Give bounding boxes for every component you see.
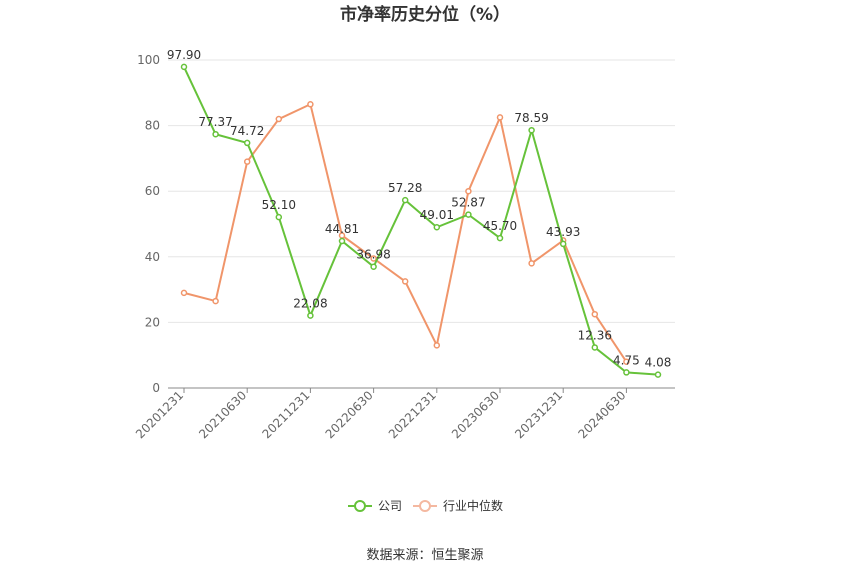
x-tick-label: 20210630 [196,388,249,441]
series-line-company [183,66,659,376]
legend-marker-company [354,500,366,512]
point-industry-median [496,114,504,121]
legend-label-industry-median: 行业中位数 [443,498,503,513]
data-label: 45.70 [483,219,517,233]
legend-item-industry-median[interactable]: 行业中位数 [413,498,503,513]
data-label: 36.98 [356,248,390,262]
point-company [654,371,662,378]
point-industry-median [465,187,472,195]
point-industry-median [401,278,409,285]
point-company [591,344,599,351]
point-company [275,213,283,221]
legend-marker-industry-median [419,500,431,512]
point-company [433,223,441,231]
y-tick-label: 0 [152,381,160,395]
data-label: 57.28 [388,181,422,195]
y-tick-label: 80 [145,119,160,133]
point-company [370,263,377,270]
legend-item-company[interactable]: 公司 [348,499,402,513]
data-label: 74.72 [230,124,264,138]
point-industry-median [180,289,188,297]
x-tick-label: 20220630 [323,388,376,441]
point-company [465,211,472,218]
y-tick-label: 20 [145,315,160,329]
point-company [338,237,346,245]
data-label: 77.37 [198,115,232,129]
data-label: 97.90 [167,48,201,62]
chart-title: 市净率历史分位（%） [340,4,510,25]
legend-label-company: 公司 [378,499,402,513]
x-tick-label: 20240630 [575,388,628,441]
series-lines [180,63,662,378]
point-industry-median [243,158,251,165]
point-industry-median [591,310,599,318]
y-tick-label: 60 [145,184,160,198]
x-tick-label: 20221231 [386,388,439,441]
point-company [401,196,409,204]
data-label: 52.87 [451,196,485,210]
x-tick-label: 20230630 [449,388,502,441]
point-industry-median [433,342,441,349]
data-label: 49.01 [420,208,454,222]
data-label: 43.93 [546,225,580,239]
point-industry-median [307,101,314,108]
point-company [496,234,504,242]
point-company [559,240,567,248]
point-company [623,369,630,376]
y-tick-label: 100 [137,53,160,67]
grid [168,59,675,323]
data-label: 44.81 [325,222,359,236]
x-tick-label: 20211231 [259,388,312,441]
point-company [528,126,535,134]
point-company [243,139,251,147]
y-axis: 0 20 40 60 80 100 [137,53,160,395]
point-industry-median [623,358,630,366]
y-tick-label: 40 [145,250,160,264]
x-tick-label: 20201231 [133,388,186,441]
data-label: 12.36 [578,328,612,342]
point-company [307,312,314,319]
data-label: 4.75 [613,353,640,367]
data-label: 52.10 [262,198,296,212]
data-label: 78.59 [514,111,548,125]
point-company [180,63,188,71]
data-label: 22.08 [293,297,327,311]
point-industry-median [528,260,535,267]
x-axis: 20201231 20210630 20211231 20220630 20221231… [133,387,675,441]
data-label: 4.08 [645,356,672,370]
legend: 公司 行业中位数 [348,498,503,513]
point-industry-median [275,115,283,123]
point-industry-median [370,255,377,262]
point-industry-median [212,297,219,305]
point-company [212,130,219,138]
x-tick-label: 20231231 [512,388,565,441]
data-source: 数据来源：恒生聚源 [366,548,483,563]
